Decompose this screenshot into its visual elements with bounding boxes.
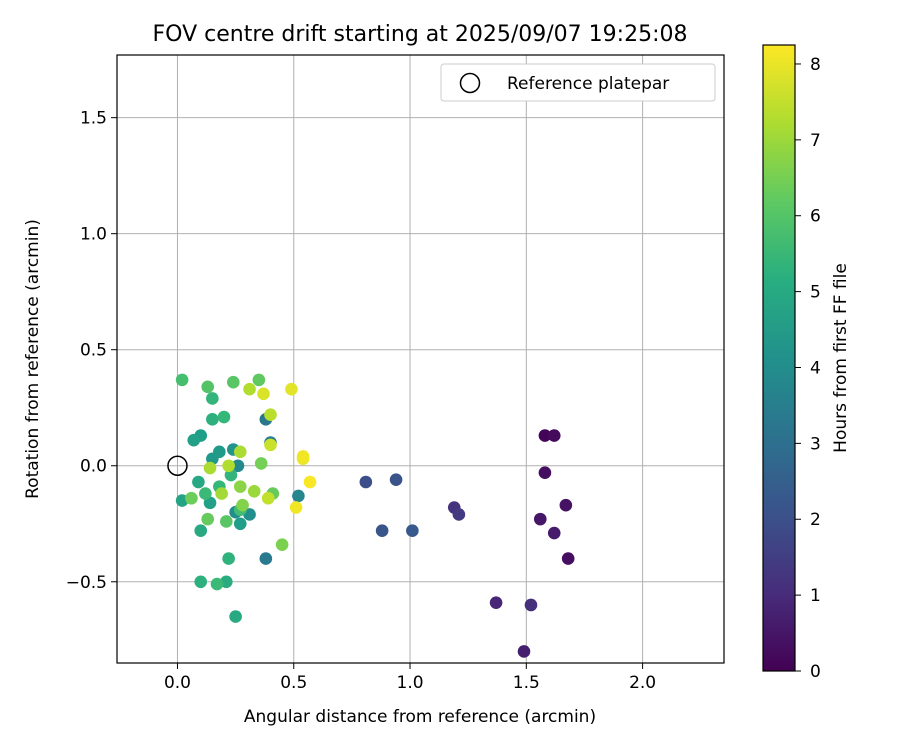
- scatter-point: [236, 498, 249, 512]
- scatter-point: [252, 373, 266, 387]
- scatter-point: [489, 596, 503, 609]
- y-tick-label: 0.5: [80, 341, 107, 361]
- scatter-point: [275, 538, 289, 551]
- scatter-point: [187, 433, 201, 447]
- scatter-point: [359, 475, 373, 489]
- scatter-point: [264, 438, 277, 452]
- grid: [117, 55, 724, 663]
- scatter-point: [229, 610, 242, 623]
- scatter-point: [259, 552, 273, 565]
- scatter-point: [210, 577, 224, 591]
- scatter-point: [243, 382, 256, 396]
- colorbar-tick-label: 6: [810, 207, 821, 227]
- scatter-point: [233, 480, 247, 493]
- scatter-point: [243, 508, 256, 521]
- colorbar-tick-label: 8: [810, 55, 821, 75]
- chart-title: FOV centre drift starting at 2025/09/07 …: [153, 22, 688, 47]
- scatter-point: [538, 429, 552, 442]
- scatter-point: [524, 598, 538, 612]
- scatter-point: [375, 524, 389, 538]
- y-axis-ticks: −0.5 0.0 0.5 1.0 1.5: [66, 109, 117, 593]
- scatter-point: [303, 475, 317, 489]
- scatter-point: [233, 445, 247, 459]
- scatter-point: [201, 512, 215, 526]
- colorbar-ticks: 0 1 2 3 4 5 6 7 8: [795, 55, 821, 682]
- x-axis-ticks: 0.0 0.5 1.0 1.5 2.0: [164, 663, 656, 693]
- scatter-point: [206, 413, 219, 426]
- scatter-point: [231, 459, 245, 473]
- scatter-point: [261, 491, 275, 505]
- legend: Reference platepar: [440, 63, 716, 102]
- scatter-point: [547, 429, 561, 442]
- scatter-point: [185, 491, 198, 505]
- scatter-point: [296, 450, 310, 463]
- scatter-point: [257, 387, 270, 401]
- scatter-point: [175, 373, 189, 387]
- scatter-point: [517, 645, 531, 658]
- colorbar-tick-label: 5: [810, 283, 821, 303]
- colorbar-tick-label: 3: [810, 434, 821, 454]
- legend-entry: Reference platepar: [507, 74, 669, 94]
- scatter-point: [233, 517, 247, 531]
- y-axis-label: Rotation from reference (arcmin): [23, 219, 43, 499]
- plot-frame: [116, 54, 725, 664]
- legend-marker: [459, 72, 481, 94]
- scatter-point: [213, 445, 226, 459]
- colorbar-tick-label: 2: [810, 510, 821, 530]
- scatter-point: [533, 512, 547, 526]
- scatter-points: [175, 373, 575, 658]
- scatter-point: [254, 457, 268, 470]
- colorbar: 0 1 2 3 4 5 6 7 8 Hours from first FF file: [762, 44, 851, 682]
- colorbar-tick-label: 0: [810, 662, 821, 682]
- scatter-point: [217, 410, 231, 424]
- reference-platepar-marker: [167, 455, 188, 476]
- y-tick-label: 0.0: [80, 457, 107, 477]
- scatter-point: [226, 375, 240, 389]
- x-tick-label: 0.0: [164, 673, 191, 693]
- scatter-point: [222, 459, 235, 473]
- x-tick-label: 2.0: [629, 673, 656, 693]
- scatter-point: [247, 484, 261, 498]
- scatter-point: [292, 489, 305, 503]
- scatter-point: [222, 552, 235, 565]
- colorbar-label: Hours from first FF file: [831, 263, 851, 453]
- scatter-point: [561, 552, 575, 565]
- colorbar-tick-label: 4: [810, 358, 821, 378]
- scatter-point: [206, 392, 219, 405]
- scatter-point: [194, 575, 208, 589]
- scatter-point: [192, 475, 205, 489]
- scatter-point: [289, 501, 303, 514]
- scatter-point: [406, 524, 419, 538]
- scatter-point: [547, 526, 561, 540]
- x-tick-label: 0.5: [280, 673, 307, 693]
- scatter-point: [220, 515, 233, 528]
- scatter-point: [285, 382, 298, 396]
- scatter-point: [559, 498, 573, 512]
- y-tick-label: −0.5: [66, 573, 107, 593]
- scatter-point: [194, 524, 208, 538]
- colorbar-tick-label: 1: [810, 586, 821, 606]
- scatter-point: [201, 380, 215, 394]
- scatter-point: [538, 466, 552, 480]
- scatter-point: [215, 487, 228, 500]
- x-tick-label: 1.5: [513, 673, 540, 693]
- x-axis-label: Angular distance from reference (arcmin): [244, 707, 596, 727]
- y-tick-label: 1.5: [80, 109, 107, 129]
- scatter-point: [203, 496, 217, 510]
- scatter-point: [452, 508, 466, 521]
- scatter-point: [203, 461, 217, 475]
- colorbar-gradient: [762, 44, 796, 672]
- scatter-point: [389, 473, 403, 486]
- y-tick-label: 1.0: [80, 225, 107, 245]
- scatter-point: [264, 408, 277, 421]
- scatter-point: [199, 487, 212, 500]
- colorbar-tick-label: 7: [810, 131, 821, 151]
- x-tick-label: 1.0: [397, 673, 424, 693]
- legend-box: [440, 63, 716, 102]
